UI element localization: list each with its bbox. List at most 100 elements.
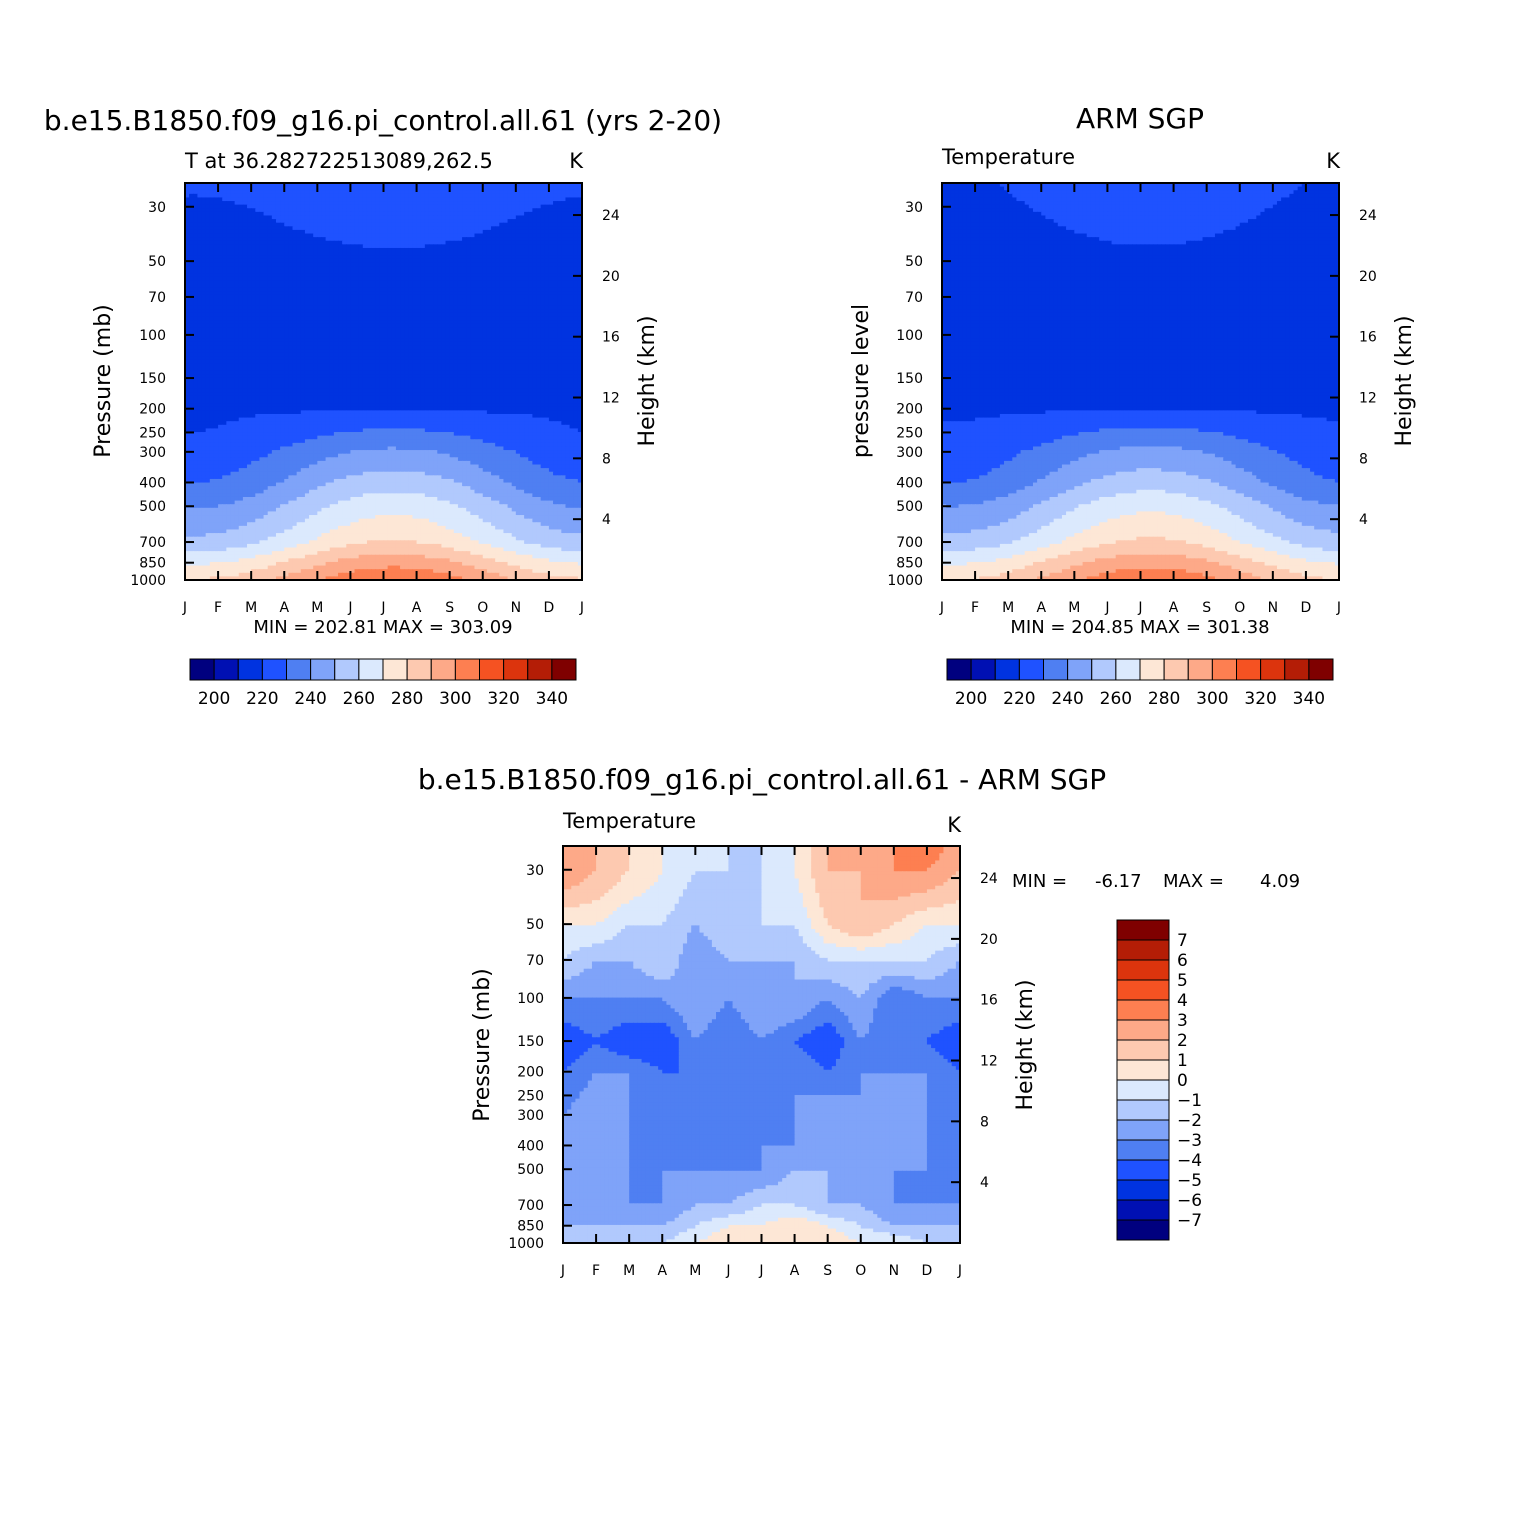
panel-model-cell <box>479 284 484 288</box>
panel-model-cell <box>396 266 401 270</box>
panel-model-cell <box>388 327 393 331</box>
panel-model-cell <box>495 215 500 219</box>
panel-model-cell <box>321 335 326 339</box>
panel-model-cell <box>355 306 360 310</box>
panel-model-cell <box>222 291 227 295</box>
panel-model-cell <box>301 197 306 201</box>
panel-model-cell <box>230 212 235 216</box>
panel-model-cell <box>297 317 302 321</box>
panel-model-cell <box>454 327 459 331</box>
panel-model-cell <box>524 320 529 324</box>
panel-model-cell <box>462 298 467 302</box>
panel-model-cell <box>230 320 235 324</box>
panel-model-cell <box>239 266 244 270</box>
panel-model-cell <box>549 266 554 270</box>
panel-model-cell <box>384 215 389 219</box>
panel-model-cell <box>206 313 211 317</box>
panel-model-cell <box>202 187 207 191</box>
panel-model-cell <box>193 324 198 328</box>
panel-model-cell <box>524 201 529 205</box>
panel-model-cell <box>384 284 389 288</box>
panel-model-cell <box>363 248 368 252</box>
panel-model-cell <box>503 205 508 209</box>
panel-model-cell <box>268 331 273 335</box>
panel-model-cell <box>280 223 285 227</box>
panel-model-cell <box>379 197 384 201</box>
panel-model-cell <box>268 201 273 205</box>
panel-model-cell <box>338 320 343 324</box>
panel-model-cell <box>421 335 426 339</box>
panel-model-cell <box>417 320 422 324</box>
panel-model-cell <box>276 331 281 335</box>
panel-model-cell <box>508 270 513 274</box>
panel-model-cell <box>326 223 331 227</box>
panel-model-cell <box>346 313 351 317</box>
panel-model-cell <box>264 205 269 209</box>
panel-model-cell <box>446 284 451 288</box>
panel-model-cell <box>206 280 211 284</box>
panel-model-cell <box>541 187 546 191</box>
panel-model-cell <box>433 205 438 209</box>
panel-model-cell <box>197 219 202 223</box>
panel-model-cell <box>268 288 273 292</box>
panel-model-cell <box>359 280 364 284</box>
panel-model-cell <box>342 212 347 216</box>
panel-model-cell <box>425 201 430 205</box>
panel-model-cell <box>503 190 508 194</box>
panel-model-cell <box>487 237 492 241</box>
panel-model-cell <box>305 215 310 219</box>
panel-model-cell <box>321 212 326 216</box>
panel-model-cell <box>193 237 198 241</box>
panel-model-cell <box>239 190 244 194</box>
panel-model-cell <box>446 335 451 339</box>
panel-model-cell <box>570 230 575 234</box>
panel-model-cell <box>388 190 393 194</box>
panel-model-cell <box>433 215 438 219</box>
panel-model-cell <box>520 262 525 266</box>
panel-model-cell <box>206 194 211 198</box>
panel-model-cell <box>487 291 492 295</box>
panel-model-cell <box>305 241 310 245</box>
panel-model-cell <box>222 295 227 299</box>
panel-model-cell <box>454 309 459 313</box>
panel-model-cell <box>317 277 322 281</box>
panel-model-cell <box>487 335 492 339</box>
panel-model-cell <box>561 208 566 212</box>
panel-model-cell <box>524 280 529 284</box>
panel-model-cell <box>495 273 500 277</box>
panel-model-cell <box>317 208 322 212</box>
panel-model-cell <box>561 302 566 306</box>
panel-model-cell <box>371 219 376 223</box>
panel-model-cell <box>321 309 326 313</box>
panel-model-cell <box>214 219 219 223</box>
panel-model-cell <box>516 288 521 292</box>
panel-model-cell <box>247 223 252 227</box>
panel-model-cell <box>574 226 579 230</box>
panel-model-cell <box>210 313 215 317</box>
panel-model-cell <box>574 252 579 256</box>
panel-model-cell <box>537 335 542 339</box>
panel-model-cell <box>404 309 409 313</box>
panel-model-cell <box>359 230 364 234</box>
panel-model-cell <box>243 317 248 321</box>
panel-model-cell <box>404 248 409 252</box>
panel-model-cell <box>197 255 202 259</box>
panel-model-cell <box>338 248 343 252</box>
panel-model-cell <box>528 194 533 198</box>
panel-model-cell <box>516 331 521 335</box>
panel-model-cell <box>516 298 521 302</box>
panel-model-cell <box>268 266 273 270</box>
panel-model-cell <box>433 219 438 223</box>
panel-model-cell <box>222 284 227 288</box>
panel-model-cell <box>202 266 207 270</box>
panel-model-cell <box>557 230 562 234</box>
panel-model-cell <box>437 284 442 288</box>
panel-model-cell <box>247 320 252 324</box>
panel-model-cell <box>334 241 339 245</box>
panel-model-cell <box>441 309 446 313</box>
panel-model-cell <box>495 309 500 313</box>
panel-model-cell <box>371 284 376 288</box>
panel-model-cell <box>288 298 293 302</box>
panel-model-cell <box>321 291 326 295</box>
panel-model-cell <box>334 255 339 259</box>
